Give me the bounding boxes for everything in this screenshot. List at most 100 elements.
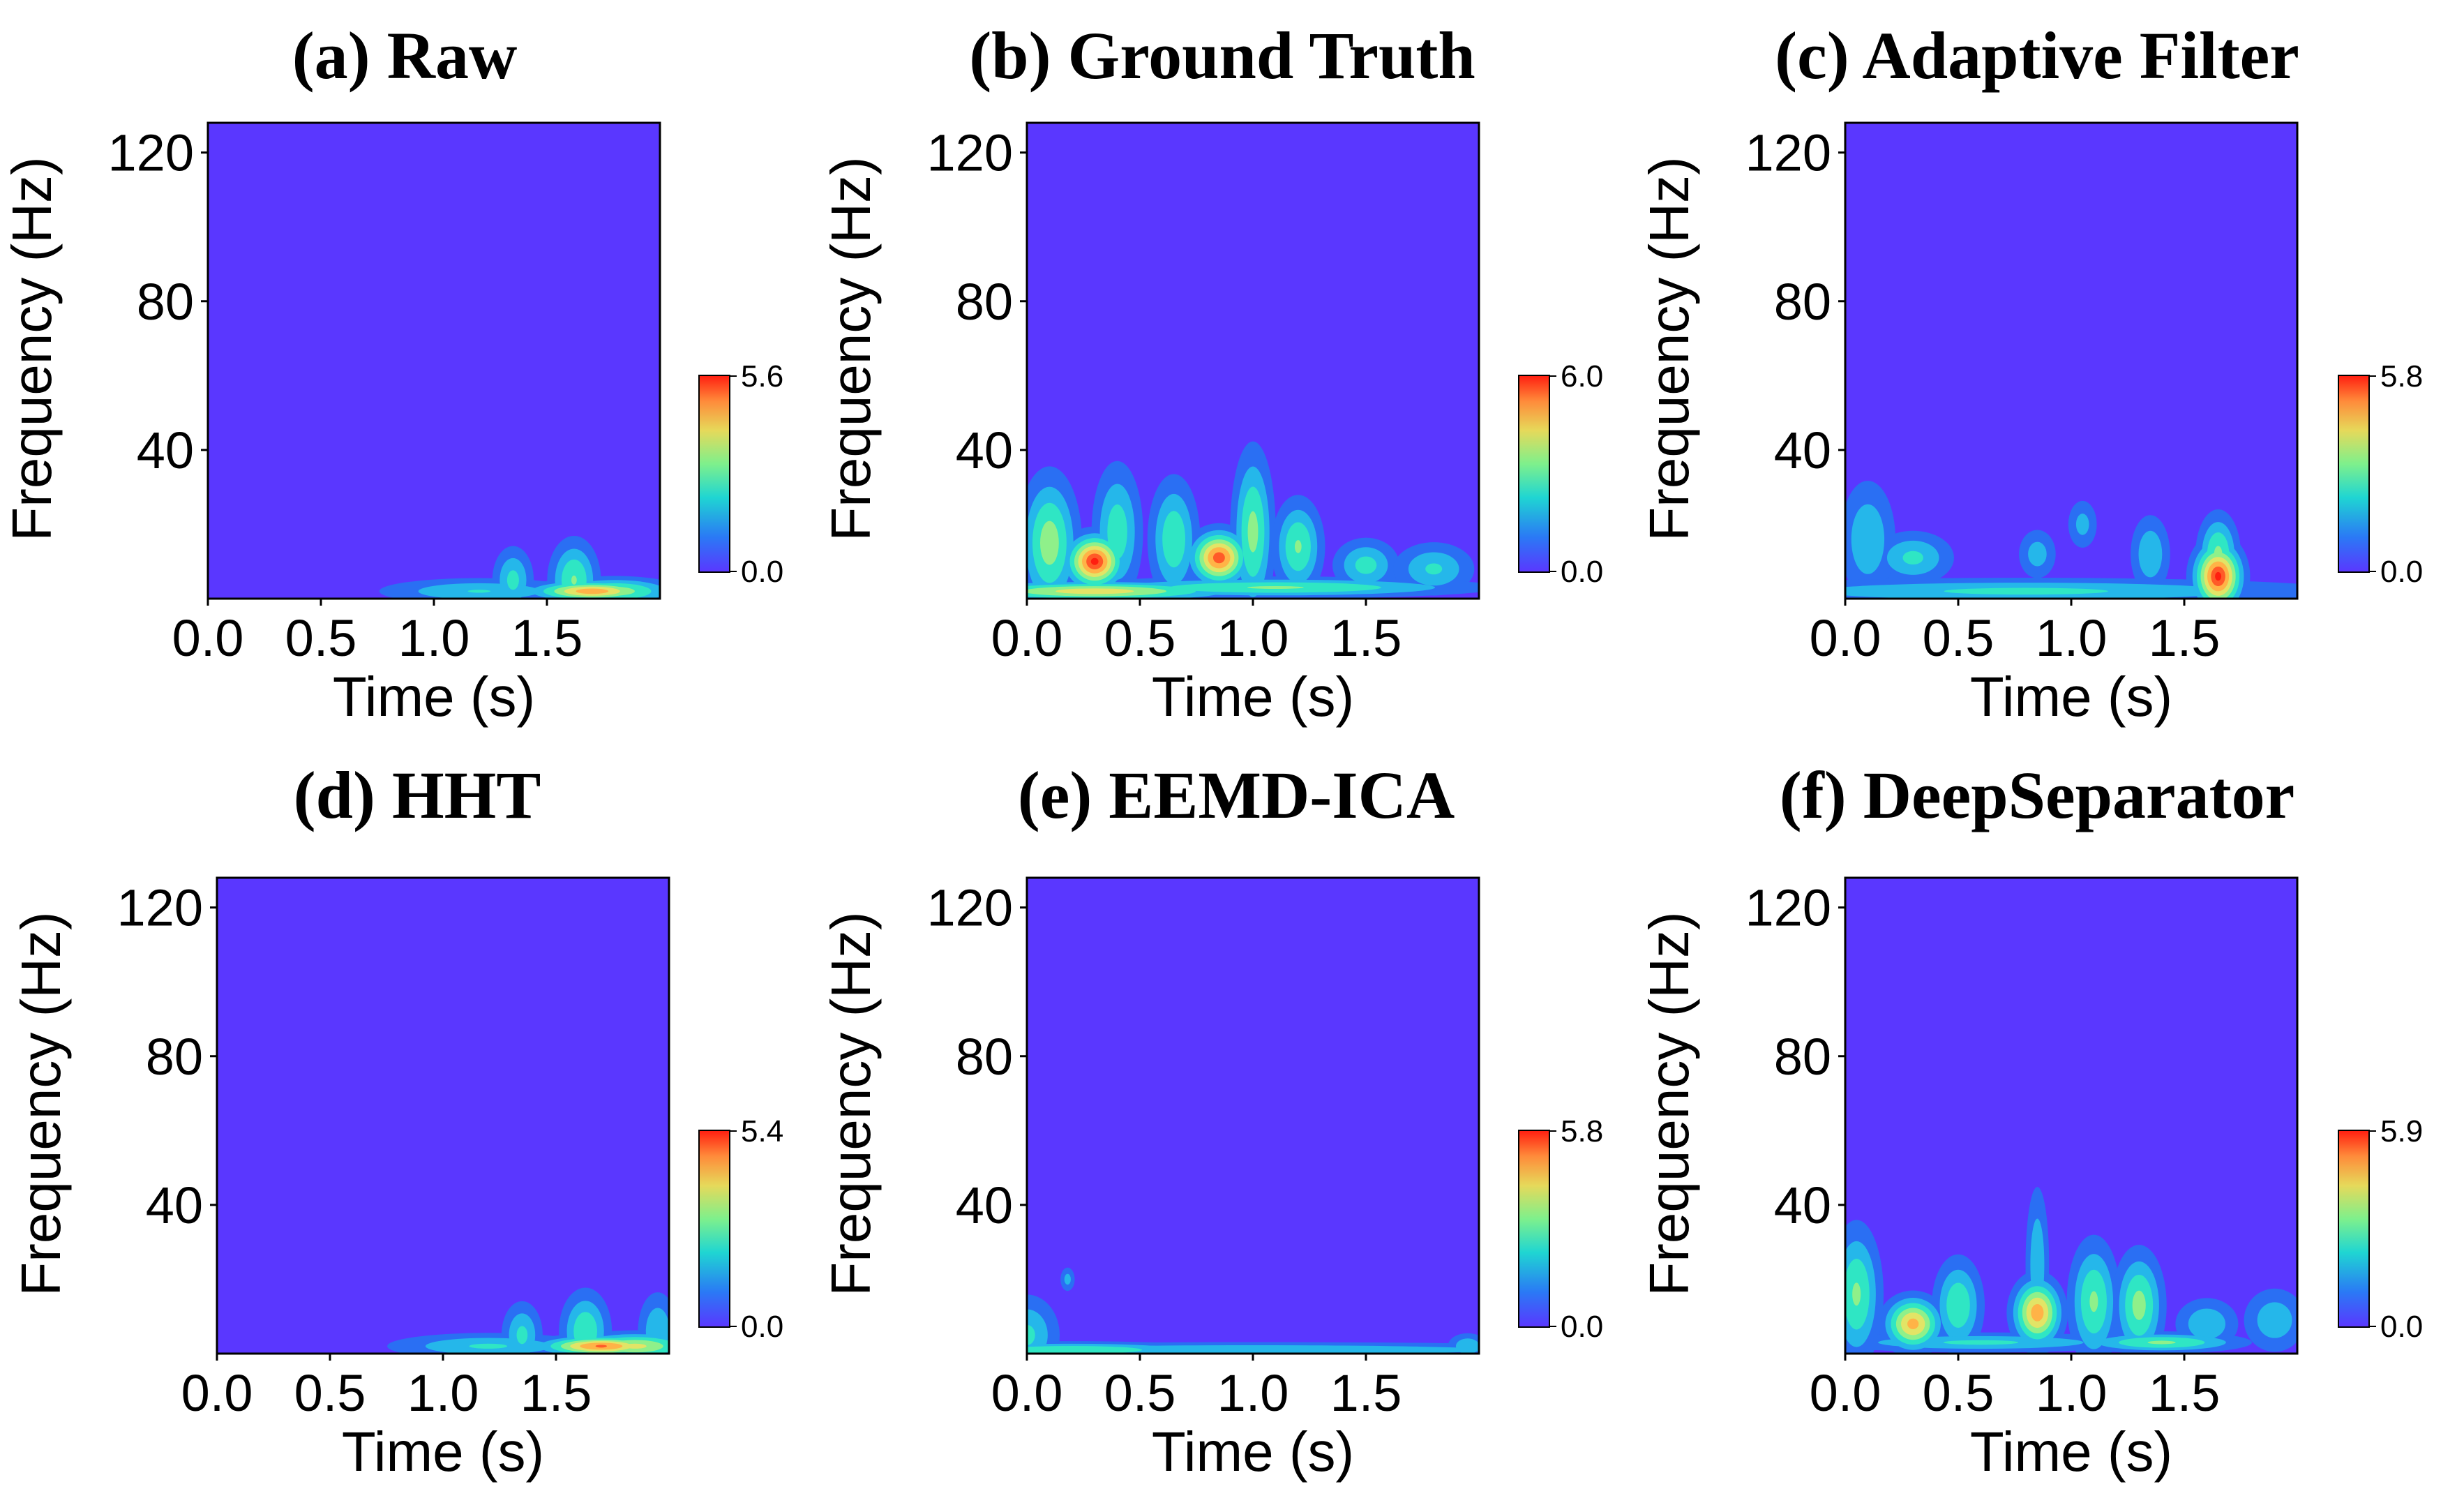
panel-3: (c) Adaptive Filter 0.0 0.5 1.0 1.5 120 80 40 Ti…: [1638, 18, 2423, 728]
y-tick-label: 120: [117, 879, 203, 937]
x-tick-label: 1.5: [511, 609, 583, 667]
panel-title: (a) Raw: [292, 18, 518, 93]
colorbar-max-label: 5.8: [2380, 359, 2423, 394]
heat-contour: [571, 575, 577, 585]
heat-contour: [595, 1345, 607, 1348]
heat-contour: [624, 1343, 647, 1349]
y-axis-label: Frequency (Hz): [820, 911, 882, 1296]
colorbar-min-label: 0.0: [741, 555, 783, 589]
heat-layer: [1845, 1187, 2297, 1354]
heat-contour: [1040, 521, 1059, 565]
colorbar-min-label: 0.0: [1561, 555, 1603, 589]
heat-contour: [506, 570, 519, 590]
y-tick-label: 80: [1774, 273, 1831, 331]
heat-contour: [2147, 1340, 2176, 1345]
colorbar-max-label: 6.0: [1561, 359, 1603, 394]
y-tick-label: 80: [956, 273, 1013, 331]
colorbar: [2338, 375, 2370, 573]
x-axis-label: Time (s): [342, 1421, 544, 1483]
colorbar-max-label: 5.9: [2380, 1114, 2423, 1148]
y-tick-label: 40: [146, 1176, 203, 1234]
heat-contour: [1943, 1340, 2019, 1345]
y-tick-label: 40: [1774, 421, 1831, 479]
y-tick-label: 80: [956, 1028, 1013, 1086]
heat-contour: [1055, 588, 1134, 594]
colorbar-min-label: 0.0: [2380, 555, 2423, 589]
spectrogram-area: [217, 878, 669, 1354]
x-tick-label: 1.0: [398, 609, 470, 667]
x-tick-label: 1.5: [520, 1364, 592, 1422]
colorbar: [1518, 1130, 1550, 1328]
heat-contour: [2257, 1302, 2292, 1338]
x-tick-label: 1.0: [407, 1364, 479, 1422]
y-tick-label: 40: [956, 421, 1013, 479]
heat-contour: [2138, 530, 2163, 578]
y-tick-label: 80: [137, 273, 194, 331]
colorbar-min-label: 0.0: [741, 1310, 783, 1344]
heat-contour: [1455, 1338, 1479, 1354]
colorbar: [698, 375, 730, 573]
panel-4: (d) HHT 0.0 0.5 1.0 1.5 120 80 40 Time (s) Freque…: [10, 758, 783, 1483]
heat-contour: [1247, 586, 1304, 590]
x-tick-label: 0.0: [1810, 1364, 1881, 1422]
heat-contour: [1027, 1345, 1479, 1354]
y-tick-label: 40: [1774, 1176, 1831, 1234]
heat-contour: [1355, 556, 1377, 574]
x-tick-label: 0.5: [285, 609, 357, 667]
heat-contour: [1027, 1346, 1142, 1354]
heat-contour: [1064, 1273, 1071, 1285]
y-tick-label: 120: [1745, 879, 1831, 937]
y-tick-label: 80: [1774, 1028, 1831, 1086]
x-tick-label: 0.5: [1923, 609, 1995, 667]
x-axis-label: Time (s): [1970, 1421, 2172, 1483]
heat-contour: [1247, 511, 1259, 553]
heat-contour: [1907, 1318, 1919, 1329]
heat-contour: [467, 590, 491, 593]
heat-layer: [1027, 1267, 1479, 1354]
colorbar: [698, 1130, 730, 1328]
x-tick-label: 0.5: [1104, 609, 1176, 667]
colorbar: [1518, 375, 1550, 573]
spectrogram-area: [1027, 878, 1479, 1354]
x-tick-label: 0.0: [991, 1364, 1063, 1422]
heat-contour: [1294, 540, 1302, 553]
x-axis-label: Time (s): [1152, 1421, 1354, 1483]
heat-contour: [1902, 551, 1923, 565]
y-tick-label: 120: [108, 124, 194, 182]
x-tick-label: 1.0: [1217, 1364, 1289, 1422]
heat-contour: [1212, 552, 1225, 564]
heat-layer: [387, 1287, 669, 1354]
y-axis-label: Frequency (Hz): [820, 156, 882, 541]
x-tick-label: 0.5: [294, 1364, 366, 1422]
heat-contour: [2089, 1291, 2098, 1312]
x-tick-label: 1.0: [2036, 609, 2108, 667]
colorbar: [2338, 1130, 2370, 1328]
x-tick-label: 1.5: [1330, 609, 1402, 667]
panel-5: (e) EEMD-ICA 0.0 0.5 1.0 1.5 120 80 40 Time (s) F…: [820, 758, 1603, 1483]
heat-contour: [516, 1326, 528, 1345]
y-tick-label: 80: [146, 1028, 203, 1086]
colorbar-max-label: 5.8: [1561, 1114, 1603, 1148]
heat-contour: [1425, 563, 1443, 575]
panel-title: (b) Ground Truth: [969, 18, 1475, 93]
x-tick-label: 1.5: [1330, 1364, 1402, 1422]
x-tick-label: 0.5: [1923, 1364, 1995, 1422]
x-tick-label: 0.0: [181, 1364, 253, 1422]
heat-contour: [576, 588, 609, 594]
colorbar-min-label: 0.0: [1561, 1310, 1603, 1344]
x-tick-label: 0.0: [991, 609, 1063, 667]
panel-title: (f) DeepSeparator: [1780, 758, 2294, 832]
x-tick-label: 0.5: [1104, 1364, 1176, 1422]
y-axis-label: Frequency (Hz): [1638, 156, 1700, 541]
heat-layer: [1027, 441, 1479, 599]
heat-layer: [1845, 481, 2297, 599]
heat-contour: [469, 1343, 508, 1349]
spectrogram-area: [208, 123, 660, 599]
panel-title: (c) Adaptive Filter: [1775, 18, 2299, 93]
panel-title: (e) EEMD-ICA: [1018, 758, 1455, 832]
heat-contour: [1107, 504, 1127, 560]
panel-title: (d) HHT: [294, 758, 541, 832]
y-axis-label: Frequency (Hz): [10, 911, 72, 1296]
heat-contour: [2075, 514, 2089, 535]
